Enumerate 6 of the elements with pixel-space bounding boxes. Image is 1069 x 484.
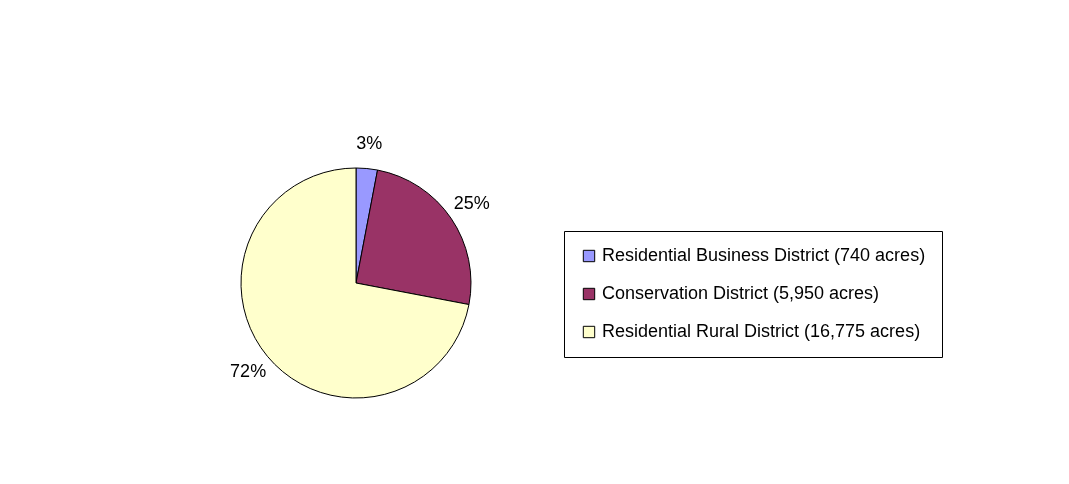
legend-label: Conservation District (5,950 acres) (602, 283, 880, 303)
data-label: 25% (453, 193, 490, 214)
legend-label: Residential Business District (740 acres) (602, 245, 926, 265)
data-label: 72% (230, 361, 267, 382)
legend-label: Residential Rural District (16,775 acres) (602, 321, 921, 341)
data-label: 3% (356, 132, 383, 153)
